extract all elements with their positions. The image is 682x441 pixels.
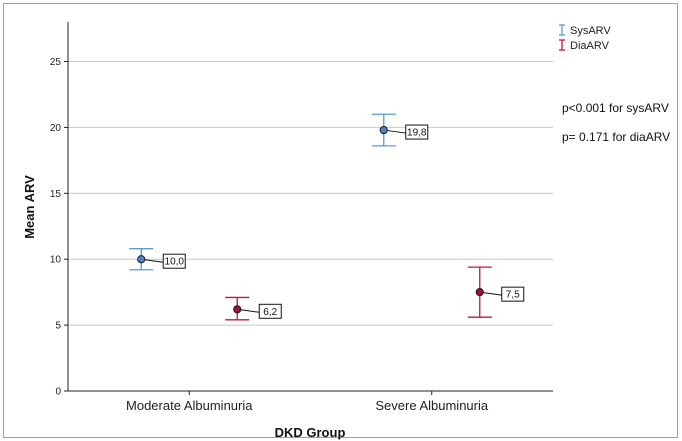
y-tick-label: 25 [50,57,62,68]
series-sysarv: 10,0 19,8 [129,113,429,271]
mean-point [475,288,484,297]
y-tick-label: 0 [55,387,61,398]
y-tick-label: 20 [50,123,62,134]
legend-dia-errorbar-icon [559,39,565,51]
y-tick-label: 15 [50,189,62,200]
legend-sys-errorbar-icon [559,24,565,36]
y-tick-label: 5 [55,321,61,332]
annotation-dia-pvalue: p= 0.171 for diaARV [562,130,670,144]
x-tick-labels: Moderate Albuminuria Severe Albuminuria [126,391,489,413]
chart-frame [3,3,678,438]
x-tick-label: Moderate Albuminuria [126,398,253,413]
gridlines [68,61,553,326]
data-label-box [162,253,186,269]
data-label: 7,5 [506,290,520,301]
data-label: 10,0 [165,257,185,268]
y-tick-label: 10 [50,255,62,266]
y-tick-labels: 0 5 10 15 20 25 [50,57,68,398]
data-label: 6,2 [263,307,277,318]
y-axis-title: Mean ARV [22,175,37,239]
data-label: 19,8 [407,128,427,139]
x-axis-title: DKD Group [275,425,346,440]
series-diaarv: 6,2 7,5 [225,266,525,321]
mean-point [233,305,242,314]
annotation-sys-pvalue: p<0.001 for sysARV [562,101,669,115]
data-label-box [501,286,525,302]
series: 10,0 19,8 6,2 7,5 [129,113,525,321]
data-label-box [405,124,429,140]
axes [67,22,553,392]
data-label-box [258,303,282,319]
legend-label-sysarv: SysARV [570,25,611,37]
mean-point [137,255,146,264]
x-tick-label: Severe Albuminuria [375,398,488,413]
mean-point [379,125,388,135]
legend-item-sysarv: SysARV [559,24,611,37]
legend: SysARV DiaARV [559,24,611,52]
legend-label-diaarv: DiaARV [570,40,610,52]
legend-item-diaarv: DiaARV [559,39,610,52]
